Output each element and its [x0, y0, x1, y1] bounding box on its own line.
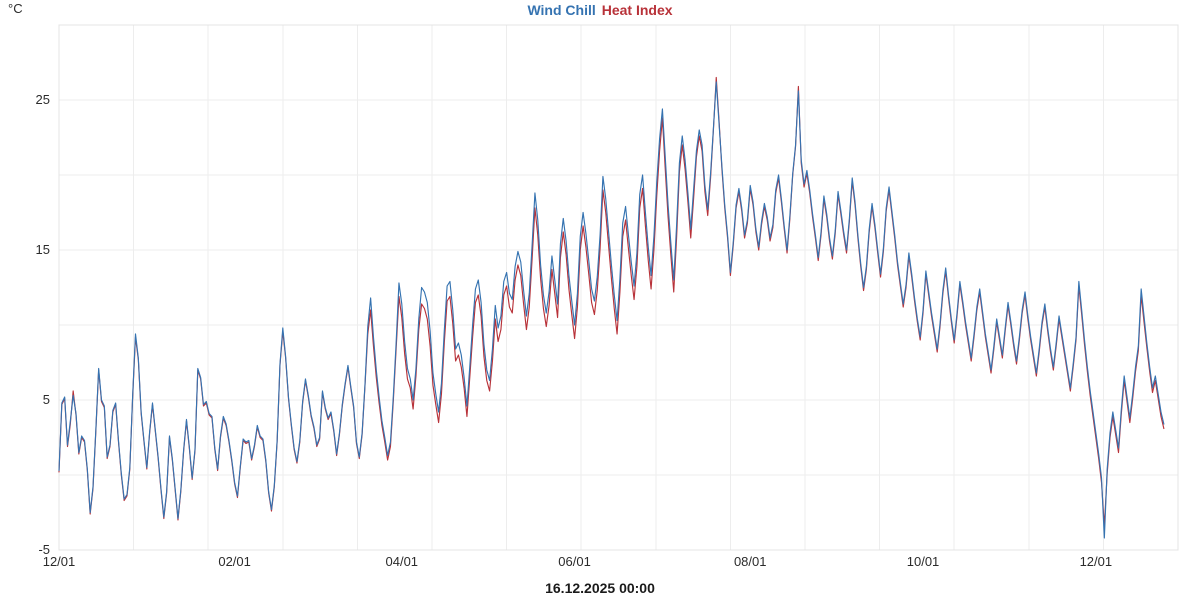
x-tick-label: 08/01 — [733, 554, 767, 569]
y-tick-label: 15 — [35, 242, 50, 257]
x-tick-label: 06/01 — [558, 554, 591, 569]
x-tick-label: 12/01 — [42, 554, 76, 569]
legend-item-heat-index[interactable]: Heat Index — [601, 2, 673, 18]
x-tick-label: 10/01 — [906, 554, 940, 569]
footer-timestamp: 16.12.2025 00:00 — [545, 580, 655, 596]
x-tick-label: 02/01 — [218, 554, 251, 569]
y-axis-unit-label: °C — [8, 1, 23, 16]
y-tick-label: 5 — [42, 392, 50, 407]
series-line-wind-chill — [58, 81, 1165, 539]
y-tick-label: -5 — [38, 542, 50, 557]
chart-legend: Wind Chill Heat Index — [0, 1, 1200, 19]
plot-frame — [58, 24, 1179, 551]
x-tick-label: 12/01 — [1079, 554, 1113, 569]
legend-item-wind-chill[interactable]: Wind Chill — [527, 2, 596, 18]
y-tick-label: 25 — [35, 92, 50, 107]
x-tick-label: 04/01 — [385, 554, 419, 569]
series-line-heat-index — [58, 76, 1165, 527]
